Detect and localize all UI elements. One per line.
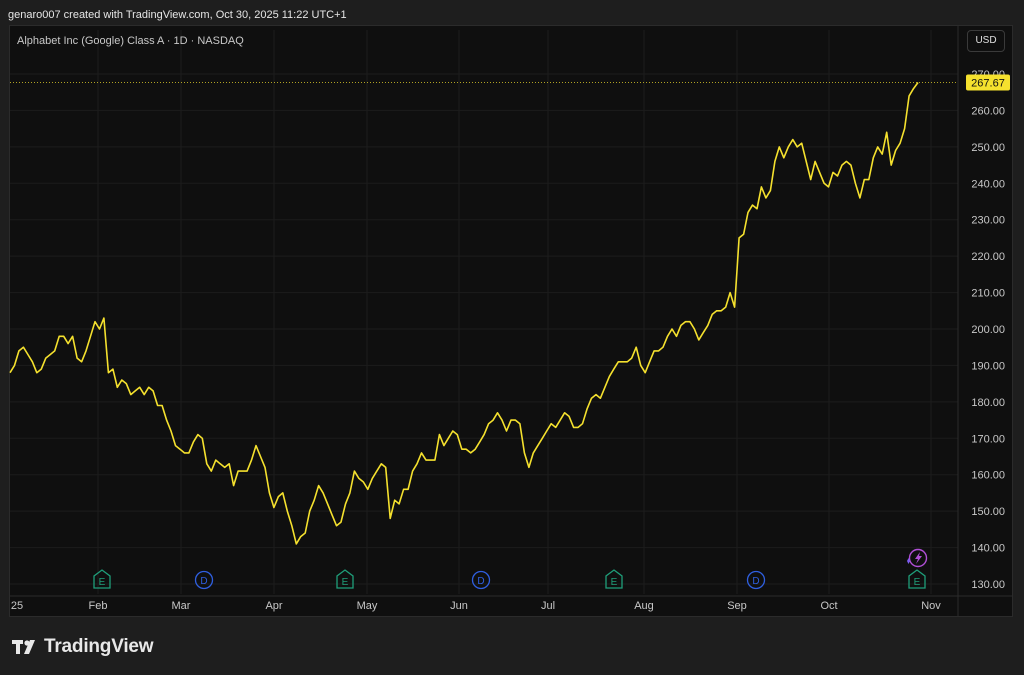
x-tick-label: Nov [921, 600, 941, 612]
earnings-marker-icon[interactable] [605, 569, 623, 589]
last-price-label: 267.67 [971, 77, 1005, 89]
tradingview-logo-icon [12, 640, 35, 654]
y-tick-label: 180.00 [971, 397, 1005, 409]
dividend-marker-label: D [200, 576, 207, 587]
x-tick-label: Oct [820, 600, 837, 612]
earnings-marker-icon[interactable] [336, 569, 354, 589]
earnings-marker-icon[interactable] [93, 569, 111, 589]
last-price-badge [966, 74, 1010, 91]
symbol-title: Alphabet Inc (Google) Class A · 1D · NAS… [17, 35, 244, 47]
y-tick-label: 230.00 [971, 215, 1005, 227]
earnings-marker-label: E [99, 577, 106, 588]
y-tick-label: 140.00 [971, 543, 1005, 555]
y-tick-label: 170.00 [971, 433, 1005, 445]
x-tick-label: May [357, 600, 378, 612]
currency-button[interactable]: USD [967, 30, 1005, 52]
chart-caption: genaro007 created with TradingView.com, … [8, 9, 347, 21]
y-tick-label: 160.00 [971, 470, 1005, 482]
sparkle-icon [907, 558, 910, 564]
x-tick-label: 25 [11, 600, 23, 612]
dividend-marker-icon[interactable] [746, 570, 766, 590]
earnings-marker-label: E [611, 577, 618, 588]
dividend-marker-icon[interactable] [471, 570, 491, 590]
dividend-marker-icon[interactable] [194, 570, 214, 590]
dividend-marker-label: D [752, 576, 759, 587]
y-tick-label: 260.00 [971, 105, 1005, 117]
price-series-line[interactable] [9, 82, 919, 545]
y-tick-label: 250.00 [971, 142, 1005, 154]
x-tick-label: Sep [727, 600, 747, 612]
y-tick-label: 220.00 [971, 251, 1005, 263]
dividend-marker-label: D [477, 576, 484, 587]
x-tick-label: Aug [634, 600, 654, 612]
y-tick-label: 130.00 [971, 579, 1005, 591]
x-tick-label: Mar [172, 600, 191, 612]
lightning-icon [915, 552, 922, 564]
y-tick-label: 240.00 [971, 178, 1005, 190]
news-flash-icon[interactable] [908, 548, 928, 568]
y-tick-label: 150.00 [971, 506, 1005, 518]
tradingview-brand[interactable]: TradingView [12, 636, 154, 658]
brand-name: TradingView [44, 636, 154, 657]
y-tick-label: 200.00 [971, 324, 1005, 336]
earnings-marker-label: E [342, 577, 349, 588]
x-tick-label: Feb [89, 600, 108, 612]
x-tick-label: Jul [541, 600, 555, 612]
y-tick-label: 210.00 [971, 288, 1005, 300]
x-tick-label: Apr [265, 600, 282, 612]
y-tick-label: 190.00 [971, 360, 1005, 372]
chart-panel[interactable] [9, 25, 1013, 617]
earnings-marker-icon[interactable] [908, 569, 926, 589]
earnings-marker-label: E [914, 577, 921, 588]
x-tick-label: Jun [450, 600, 468, 612]
